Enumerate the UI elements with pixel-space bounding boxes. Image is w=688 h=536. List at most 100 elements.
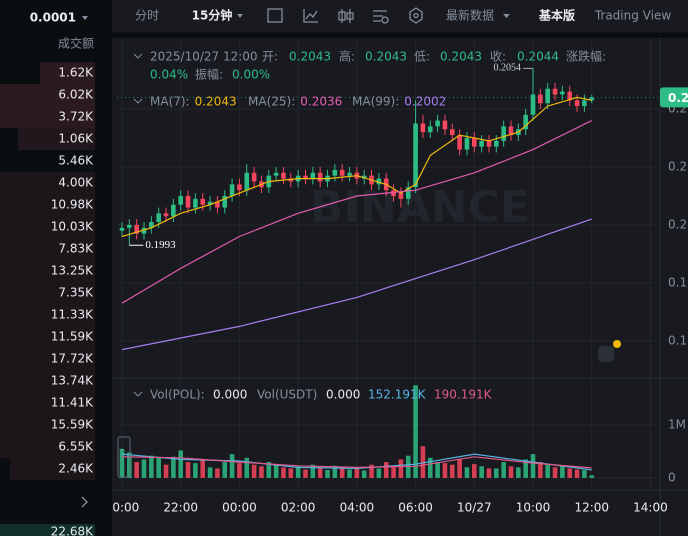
chart: BINANCE0.20400.20200.20000.19800.196020:… bbox=[105, 38, 688, 536]
volume-bar bbox=[457, 459, 462, 478]
amount: 11.33K bbox=[51, 308, 94, 322]
amount: 1.06K bbox=[58, 132, 94, 146]
info-close-label: 收: bbox=[490, 50, 506, 64]
vol-tick-label: 0 bbox=[668, 470, 676, 484]
vol-legend: 0.000 bbox=[213, 388, 247, 402]
volume-bar bbox=[427, 457, 433, 478]
volume-bar bbox=[582, 470, 587, 478]
candle-body bbox=[413, 123, 418, 188]
candle-body bbox=[582, 100, 587, 107]
y-tick-label: 0.2000 bbox=[668, 217, 688, 231]
tab[interactable]: 最新数据 bbox=[446, 8, 494, 23]
volume-bar bbox=[413, 385, 418, 478]
amount: 6.55K bbox=[58, 440, 94, 454]
candle-body bbox=[391, 190, 396, 196]
volume-bar bbox=[508, 466, 514, 478]
dropdown-arrow[interactable] bbox=[82, 16, 88, 20]
depth-bar bbox=[10, 458, 95, 480]
volume-bar bbox=[259, 466, 264, 478]
price-step[interactable]: 0.0001 bbox=[30, 11, 76, 25]
volume-bar bbox=[391, 466, 396, 478]
info-low-label: 低: bbox=[414, 50, 430, 64]
depth-bar bbox=[0, 524, 95, 536]
toolbar: 分时 15分钟 最新数据 基本版 Trading View bbox=[96, 0, 688, 36]
x-tick-label: 22:00 bbox=[163, 501, 198, 515]
info-close: 0.2044 bbox=[517, 50, 559, 64]
info-date: 2025/10/27 12:00 bbox=[150, 50, 258, 64]
x-tick-label: 10/27 bbox=[457, 501, 492, 515]
amount: 2.46K bbox=[58, 462, 94, 476]
volume-bar bbox=[361, 470, 367, 478]
candle-body bbox=[427, 126, 433, 133]
volume-bar bbox=[171, 456, 176, 478]
volume-bar bbox=[141, 459, 147, 478]
icon[interactable] bbox=[381, 16, 389, 24]
tool-icons[interactable] bbox=[267, 7, 423, 24]
info-amp: 0.00% bbox=[232, 68, 270, 82]
volume-bar bbox=[538, 462, 543, 478]
volume-bar bbox=[516, 467, 521, 478]
depth-bar bbox=[40, 62, 95, 84]
candle-body bbox=[281, 172, 286, 179]
candle-body bbox=[376, 178, 382, 185]
candle-body bbox=[567, 91, 573, 101]
amount: 11.41K bbox=[51, 396, 94, 410]
dropdown-arrow bbox=[503, 14, 510, 18]
candle-body bbox=[464, 137, 470, 150]
volume-bar bbox=[449, 464, 455, 478]
vol-legend: Vol(POL): bbox=[150, 388, 205, 402]
volume-bar bbox=[266, 462, 272, 478]
amount: 10.03K bbox=[51, 220, 94, 234]
tab[interactable]: Trading View bbox=[594, 9, 672, 23]
info-high: 0.2043 bbox=[365, 50, 407, 64]
volume-bar bbox=[501, 462, 506, 478]
icon[interactable] bbox=[338, 9, 354, 23]
y-tick-label: 0.2020 bbox=[668, 159, 688, 173]
tab[interactable]: 分时 bbox=[135, 9, 159, 23]
info-amp-label: 振幅: bbox=[195, 67, 223, 82]
candle-body bbox=[574, 100, 580, 107]
volume-bar bbox=[420, 446, 426, 478]
amount: 15.59K bbox=[51, 418, 94, 432]
candle-body bbox=[530, 94, 536, 115]
ma-legend-value: 0.2043 bbox=[195, 95, 237, 109]
candle-body bbox=[560, 91, 565, 95]
volume-bar bbox=[134, 462, 139, 478]
depth-bar bbox=[0, 172, 95, 458]
candle-body bbox=[171, 204, 176, 217]
icon[interactable] bbox=[409, 7, 423, 24]
candle-body bbox=[244, 172, 250, 191]
volume-bar bbox=[317, 467, 323, 478]
x-tick-label: 04:00 bbox=[340, 501, 375, 515]
candle-body bbox=[523, 114, 528, 130]
tab[interactable]: 基本版 bbox=[538, 8, 575, 23]
vol-ma-line bbox=[121, 453, 592, 471]
volume-bar bbox=[251, 464, 257, 478]
more-arrow[interactable] bbox=[81, 496, 88, 508]
icon[interactable] bbox=[413, 12, 419, 19]
ma-legend-name: MA(99): bbox=[352, 95, 399, 109]
candle-body bbox=[273, 172, 279, 176]
info-low: 0.2043 bbox=[440, 50, 482, 64]
icon[interactable] bbox=[303, 9, 318, 23]
volume-bar bbox=[163, 464, 169, 478]
info-open-label: 开: bbox=[262, 50, 278, 64]
icon[interactable] bbox=[373, 10, 387, 22]
candle-body bbox=[317, 172, 323, 182]
chevron-box bbox=[117, 436, 131, 478]
tab[interactable]: 15分钟 bbox=[192, 8, 233, 23]
amount: 17.72K bbox=[51, 352, 94, 366]
vol-legend: Vol(USDT) bbox=[257, 388, 317, 402]
icon[interactable] bbox=[267, 8, 283, 23]
volume-bar bbox=[479, 466, 484, 478]
candle-body bbox=[222, 195, 228, 208]
candle-body bbox=[545, 88, 551, 104]
footer-amount: 22.68K bbox=[51, 525, 94, 536]
vol-ma-legend: 152.191K bbox=[368, 388, 427, 402]
volume-bar bbox=[193, 463, 198, 478]
candle-body bbox=[193, 198, 198, 208]
candle-body bbox=[141, 227, 147, 234]
volume-bar bbox=[222, 462, 228, 478]
price-tag-label: 0.2044 bbox=[668, 91, 688, 105]
x-tick-label: 20:00 bbox=[105, 501, 140, 515]
